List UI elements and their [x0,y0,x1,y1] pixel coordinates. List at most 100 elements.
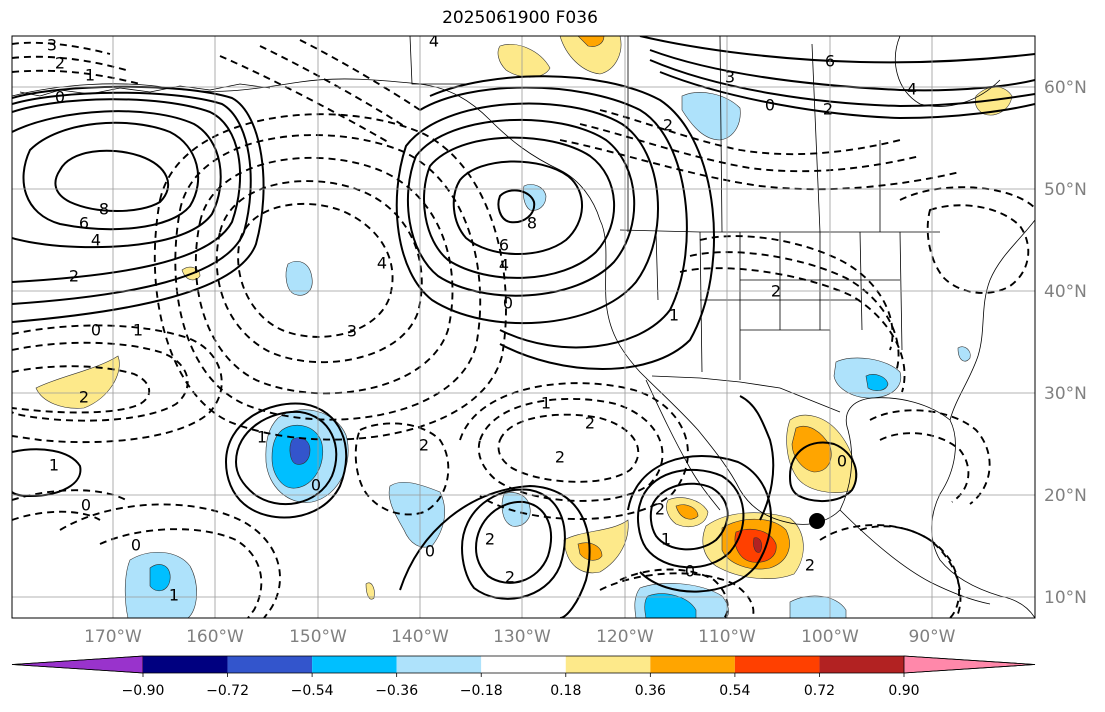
contour-label: 0 [131,536,141,555]
contour-ne-pacific-high-2 [395,102,659,325]
contour-nw-3 [12,41,111,55]
fill-pos-hawaii-w [35,355,120,409]
contour-north-2 [659,71,1035,120]
canada-provinces [409,36,881,233]
contour-label: 2 [805,556,815,575]
fill-neg-southwest-core [149,564,171,592]
coastline-baja [645,379,721,511]
contour-label: 1 [257,428,267,447]
contour-label: 4 [499,256,509,275]
us-mexico-border [651,375,841,413]
lon-tick-labels: 170°W 160°W 150°W 140°W 130°W 120°W 110°… [84,627,956,647]
colorbar: −0.90 −0.72 −0.54 −0.36 −0.18 0.18 0.36 0.54 0.7… [11,655,1036,699]
fill-pos-westmex-core [675,504,699,520]
colorbar-segment [227,656,313,673]
lat-tick-labels: 60°N 50°N 40°N 30°N 20°N 10°N [1044,78,1087,608]
contour-label: 2 [79,388,89,407]
fill-neg-alaska-s [522,184,547,211]
contour-gulf-0 [788,441,858,503]
map-background [12,36,1035,618]
fill-pos-top [559,36,622,75]
fill-neg-canada [681,92,741,141]
coastline-alaska [12,78,601,221]
lon-tick: 100°W [801,627,859,647]
lon-tick: 120°W [596,627,654,647]
dashed-contours [12,39,1035,618]
contour-label: 1 [49,456,59,475]
contour-label: 2 [485,530,495,549]
contour-sw-0 [12,489,127,501]
colorbar-label: −0.36 [375,683,418,699]
contour-label: 2 [419,436,429,455]
colorbar-labels: −0.90 −0.72 −0.54 −0.36 −0.18 0.18 0.36 0.54 0.7… [122,673,920,699]
contour-canada-1 [579,123,921,173]
colorbar-segment [565,656,651,673]
contour-gulf-alaska-low-2 [194,156,454,395]
contour-label: 1 [85,66,95,85]
contour-label: 1 [661,530,671,549]
lat-tick: 60°N [1044,78,1087,98]
colorbar-label: −0.54 [291,683,334,699]
fill-pos-small-mid [365,582,375,600]
lon-tick: 90°W [909,627,956,647]
lat-tick: 10°N [1044,588,1087,608]
contour-label: 0 [685,562,695,581]
lon-tick: 130°W [493,627,551,647]
contour-us-low-2 [699,235,894,351]
colorbar-extend-min [11,655,144,674]
lat-tick: 50°N [1044,180,1087,200]
colorbar-label: 0.72 [804,683,835,699]
contour-pacific-low-0 [153,113,507,441]
colorbar-segment [481,656,566,673]
contour-label: 2 [771,282,781,301]
coastline-east [949,219,1035,421]
contour-canada-2 [599,109,901,156]
contour-label: 4 [377,254,387,273]
contour-us-low-0 [679,267,906,393]
contour-label: 0 [837,452,847,471]
fill-neg-gulf-core [865,374,889,391]
contour-label: 3 [725,68,735,87]
contour-label: 0 [81,496,91,515]
contour-hawaii-low-1 [477,398,664,502]
colorbar-segment [143,656,228,673]
colorbar-label: 0.18 [550,683,581,699]
fill-neg-bottom-right [789,595,847,618]
contour-label: 0 [55,88,65,107]
contour-label: 2 [663,116,673,135]
contour-west-high-4 [12,110,222,249]
contour-label: 3 [347,322,357,341]
contour-pacific-top-4 [299,39,421,111]
contour-label: 1 [133,321,143,340]
contour-mex-neg-1 [619,568,729,618]
contour-north-4 [649,49,1035,92]
contour-north-6 [639,36,1035,64]
contour-mex-inner-loop [739,395,775,521]
colorbar-label: −0.18 [460,683,503,699]
location-marker [809,513,825,529]
contour-canada-0 [559,139,961,191]
colorbar-segment [819,656,904,673]
lat-tick: 40°N [1044,282,1087,302]
contour-us-low-1 [689,251,900,373]
contour-west-mid-1 [12,341,189,422]
contour-label: 3 [47,36,57,55]
contour-west-mid-0 [12,324,223,444]
hudson-bay [894,36,1001,107]
contour-sub-high-2 [234,410,338,506]
contour-label: 6 [825,52,835,71]
fill-pos-mexico-max [753,537,762,553]
contour-trop-low-1 [460,488,566,600]
contour-label: 2 [55,54,65,73]
contour-label: 4 [429,32,439,51]
contour-label: 1 [541,394,551,413]
contour-pacific-top-2 [219,55,389,143]
fill-neg-bottom-center-core [644,593,697,618]
colorbar-segment [650,656,735,673]
coastline-central-america [839,509,991,605]
colorbar-extend-max [903,655,1036,674]
contour-west-high-2 [12,98,242,283]
colorbar-label: −0.90 [122,683,165,699]
contour-ne-pacific-high-3 [406,118,636,297]
